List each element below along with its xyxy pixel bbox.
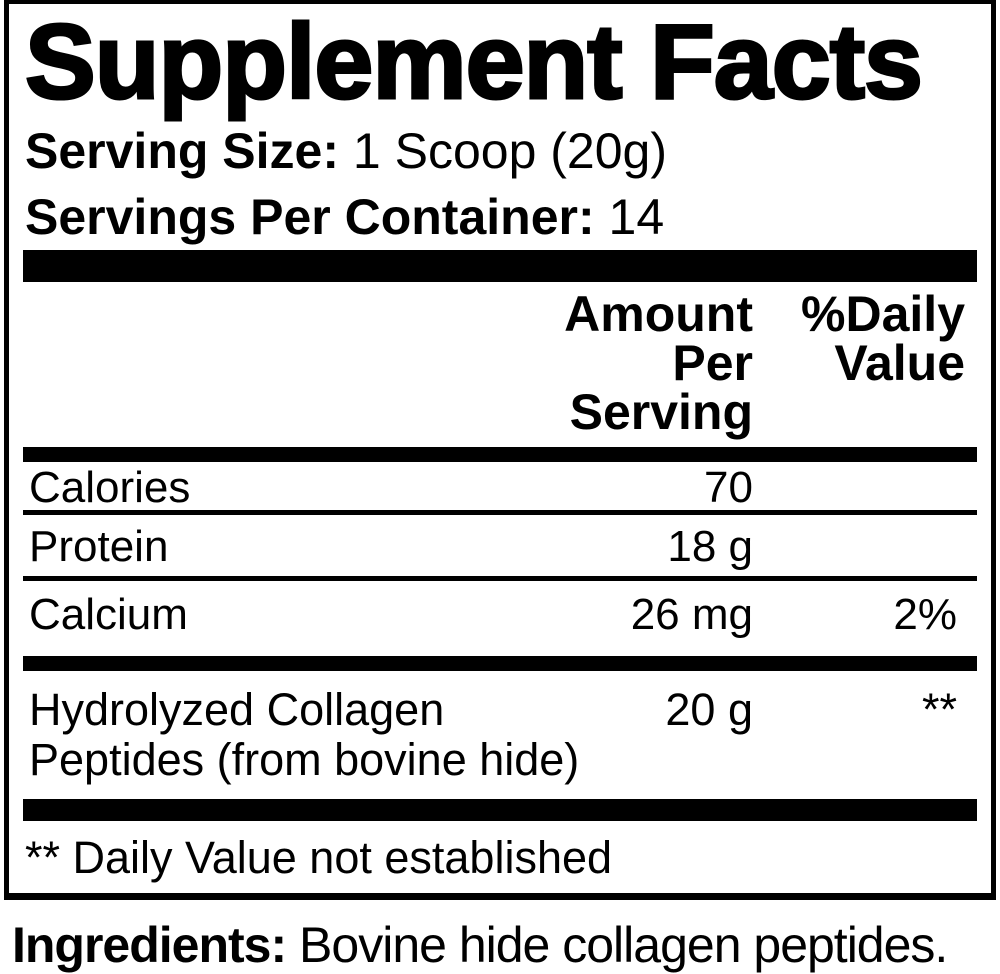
nutrient-amount: 20 g <box>665 684 753 735</box>
separator-bar-above-collagen <box>23 656 977 671</box>
table-row-hydrolyzed-collagen: Hydrolyzed Collagen 20 g ** Peptides (fr… <box>23 671 977 799</box>
nutrient-daily-value: ** <box>921 684 957 735</box>
nutrient-daily-value: 2% <box>893 590 957 639</box>
nutrient-name: Calcium <box>29 590 188 639</box>
header-spacer <box>23 290 537 437</box>
nutrient-name-line1: Hydrolyzed Collagen <box>29 684 445 735</box>
table-row-calcium: Calcium 26 mg 2% <box>23 581 977 656</box>
table-row-protein: Protein 18 g <box>23 515 977 581</box>
nutrient-name: Protein <box>29 522 169 571</box>
nutrient-amount: 70 <box>704 463 753 512</box>
supplement-facts-panel: Supplement Facts Serving Size: 1 Scoop (… <box>4 0 996 900</box>
dv-header-line2: Value <box>834 335 965 391</box>
nutrient-daily-value <box>777 524 977 570</box>
thick-separator-bar-bottom <box>23 799 977 821</box>
amount-header-line1: Amount Per <box>564 286 753 391</box>
amount-header-line2: Serving <box>569 384 753 440</box>
nutrient-name-line2: Peptides (from bovine hide) <box>29 734 580 785</box>
thick-separator-bar-top <box>23 250 977 282</box>
nutrient-amount: 26 mg <box>630 590 753 639</box>
serving-size-value: 1 Scoop (20g) <box>352 123 667 179</box>
nutrient-amount: 18 g <box>667 522 753 571</box>
nutrient-daily-value <box>777 468 977 508</box>
table-row-calories: Calories 70 <box>23 462 977 515</box>
dv-header-line1: %Daily <box>801 286 965 342</box>
ingredients-value: Bovine hide collagen peptides. <box>299 917 948 973</box>
ingredients-label: Ingredients: <box>12 917 287 973</box>
nutrient-name: Calories <box>29 463 191 512</box>
servings-per-container-line: Servings Per Container: 14 <box>25 184 977 250</box>
daily-value-footnote: ** Daily Value not established <box>25 832 613 883</box>
separator-bar-under-header <box>23 447 977 462</box>
daily-value-header: %Daily Value <box>777 286 977 437</box>
servings-per-container-label: Servings Per Container: <box>25 189 595 245</box>
panel-title: Supplement Facts <box>24 3 925 121</box>
ingredients-line: Ingredients: Bovine hide collagen peptid… <box>12 916 1000 974</box>
table-header-row: Amount Per Serving %Daily Value <box>23 282 977 447</box>
servings-per-container-value: 14 <box>608 189 665 245</box>
amount-per-serving-header: Amount Per Serving <box>537 286 777 440</box>
serving-size-line: Serving Size: 1 Scoop (20g) <box>25 118 977 184</box>
serving-size-label: Serving Size: <box>25 123 339 179</box>
